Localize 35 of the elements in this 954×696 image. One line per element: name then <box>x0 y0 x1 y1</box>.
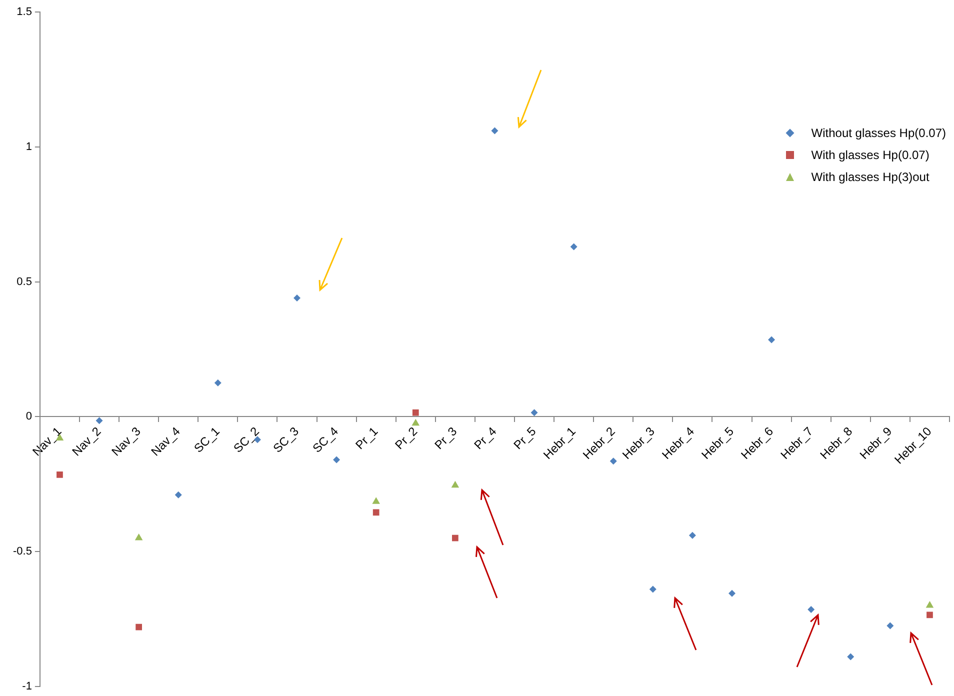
point <box>728 590 736 597</box>
point <box>886 622 894 630</box>
point <box>56 471 63 478</box>
point <box>412 409 419 416</box>
point <box>134 534 143 540</box>
point <box>452 534 458 542</box>
point <box>412 418 420 426</box>
y-tick-label: 0.5 <box>16 276 32 288</box>
legend-label: Without glasses Hp(0.07) <box>811 126 946 140</box>
point <box>688 532 696 539</box>
point <box>926 600 934 608</box>
y-tick-label: 1.5 <box>16 6 32 18</box>
point <box>570 243 578 250</box>
y-tick-label: 1 <box>26 140 32 153</box>
point <box>491 127 498 134</box>
point <box>768 336 776 344</box>
point <box>926 612 933 618</box>
point <box>808 606 815 614</box>
y-tick-label: -1 <box>22 680 32 692</box>
legend-label: With glasses Hp(0.07) <box>811 148 930 162</box>
point <box>214 379 222 386</box>
point <box>530 409 538 416</box>
point <box>847 653 854 660</box>
point <box>451 480 460 488</box>
point <box>294 294 300 302</box>
point <box>372 497 380 504</box>
point <box>136 624 142 630</box>
point <box>174 491 182 498</box>
point <box>649 586 656 593</box>
y-tick-label: -0.5 <box>12 546 32 558</box>
point <box>96 417 103 424</box>
y-tick-label: 0 <box>26 410 32 423</box>
legend-label: With glasses Hp(3)out <box>811 170 930 184</box>
point <box>372 509 380 516</box>
point <box>333 456 340 464</box>
